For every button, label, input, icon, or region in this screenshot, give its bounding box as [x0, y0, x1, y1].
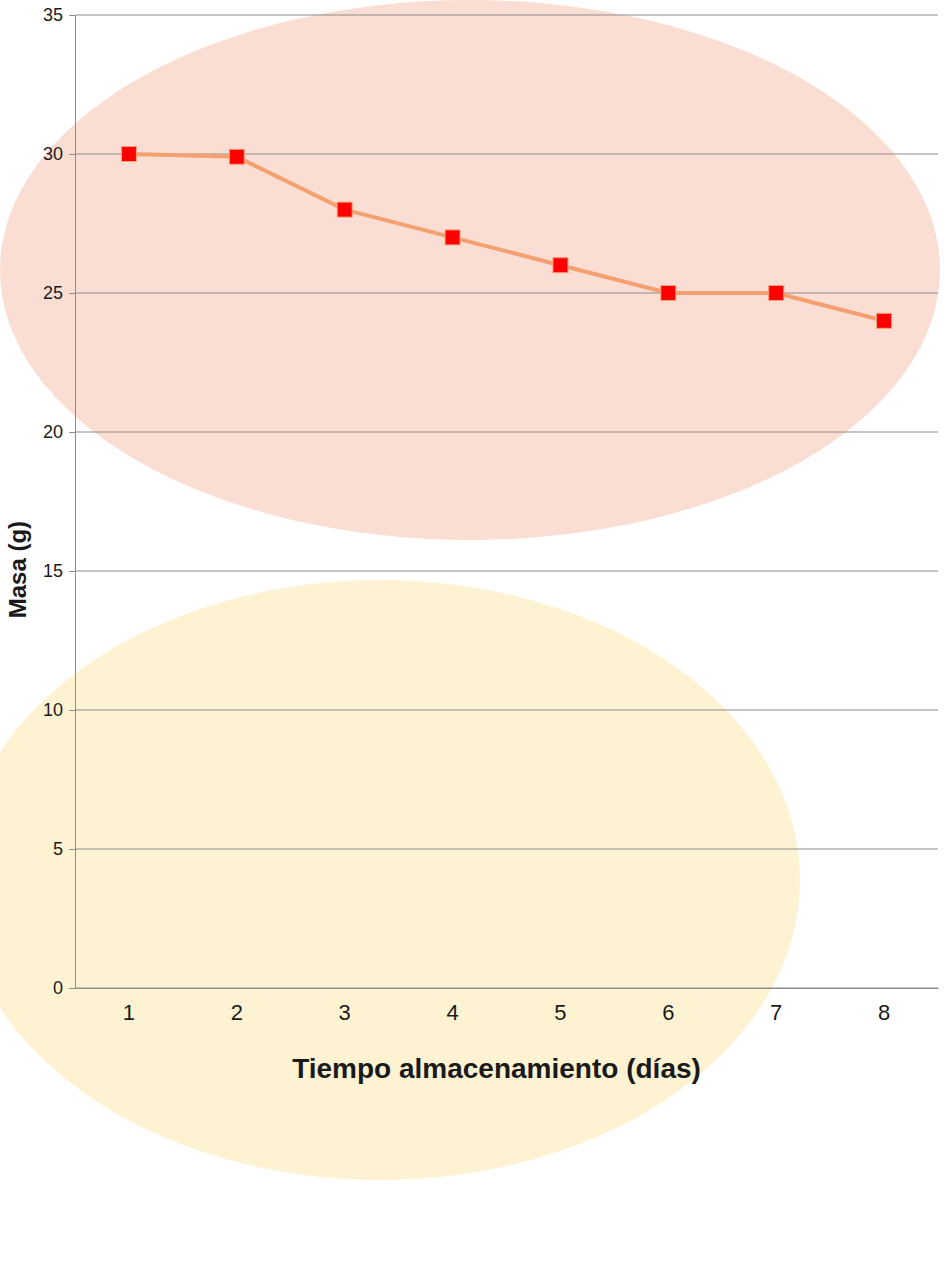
background-shape: [0, 580, 800, 1180]
x-tick: 3: [339, 988, 351, 1025]
data-line: [129, 154, 884, 321]
y-tick: 30: [43, 144, 75, 164]
x-tick-label: 7: [770, 1000, 782, 1025]
y-tick-mark: [69, 432, 75, 433]
x-tick: 8: [878, 988, 890, 1025]
y-tick: 15: [43, 561, 75, 581]
y-tick-mark: [69, 571, 75, 572]
grid-line: [75, 432, 938, 433]
background-shape: [0, 0, 940, 540]
y-axis-line: [75, 16, 76, 989]
data-point: [769, 286, 784, 301]
y-tick-label: 20: [43, 422, 63, 442]
x-axis: 1 2 3 4 5 6 7 8: [76, 988, 939, 1025]
y-tick: 10: [43, 700, 75, 720]
y-tick-mark: [69, 988, 75, 989]
grid-line: [75, 988, 938, 989]
y-tick-label: 0: [53, 978, 63, 998]
x-tick: 4: [446, 988, 458, 1025]
grid-line: [75, 849, 938, 850]
y-tick-label: 10: [43, 700, 63, 720]
y-axis-title: Masa (g): [4, 521, 31, 618]
data-point: [877, 313, 892, 328]
y-tick: 5: [53, 839, 75, 859]
x-tick: 1: [123, 988, 135, 1025]
y-tick-label: 30: [43, 144, 63, 164]
data-point: [229, 149, 244, 164]
x-tick: 2: [231, 988, 243, 1025]
x-axis-title: Tiempo almacenamiento (días): [292, 1053, 701, 1084]
x-tick-label: 2: [231, 1000, 243, 1025]
y-tick: 25: [43, 283, 75, 303]
grid-line: [75, 293, 938, 294]
y-tick-mark: [69, 710, 75, 711]
y-tick-mark: [69, 293, 75, 294]
chart: 0 5 10 15 20 25 30 35 1 2 3 4 5 6 7 8 Tiempo almacenamie…: [0, 0, 944, 1277]
data-point: [553, 258, 568, 273]
grid-line: [75, 571, 938, 572]
y-tick-label: 5: [53, 839, 63, 859]
data-point: [337, 202, 352, 217]
data-point: [121, 147, 136, 162]
y-axis: 0 5 10 15 20 25 30 35: [43, 5, 76, 998]
x-tick: 6: [662, 988, 674, 1025]
y-tick-label: 15: [43, 561, 63, 581]
x-tick: 7: [770, 988, 782, 1025]
grid-line: [75, 710, 938, 711]
grid: [75, 15, 938, 988]
marks: [121, 147, 891, 329]
x-tick-label: 4: [446, 1000, 458, 1025]
y-tick: 0: [53, 978, 75, 998]
x-tick-label: 5: [554, 1000, 566, 1025]
y-tick: 20: [43, 422, 75, 442]
data-point: [661, 286, 676, 301]
data-point: [445, 230, 460, 245]
x-tick-label: 6: [662, 1000, 674, 1025]
background-decoration: [0, 0, 940, 1180]
y-tick-label: 25: [43, 283, 63, 303]
x-axis-line: [76, 988, 939, 989]
plot: 0 5 10 15 20 25 30 35 1 2 3 4 5 6 7 8: [43, 5, 939, 1024]
x-tick-label: 1: [123, 1000, 135, 1025]
grid-line: [75, 15, 938, 16]
y-tick-mark: [69, 15, 75, 16]
x-tick-label: 3: [339, 1000, 351, 1025]
y-tick-label: 35: [43, 5, 63, 25]
y-tick-mark: [69, 154, 75, 155]
x-tick: 5: [554, 988, 566, 1025]
x-tick-label: 8: [878, 1000, 890, 1025]
y-tick: 35: [43, 5, 75, 25]
y-tick-mark: [69, 849, 75, 850]
